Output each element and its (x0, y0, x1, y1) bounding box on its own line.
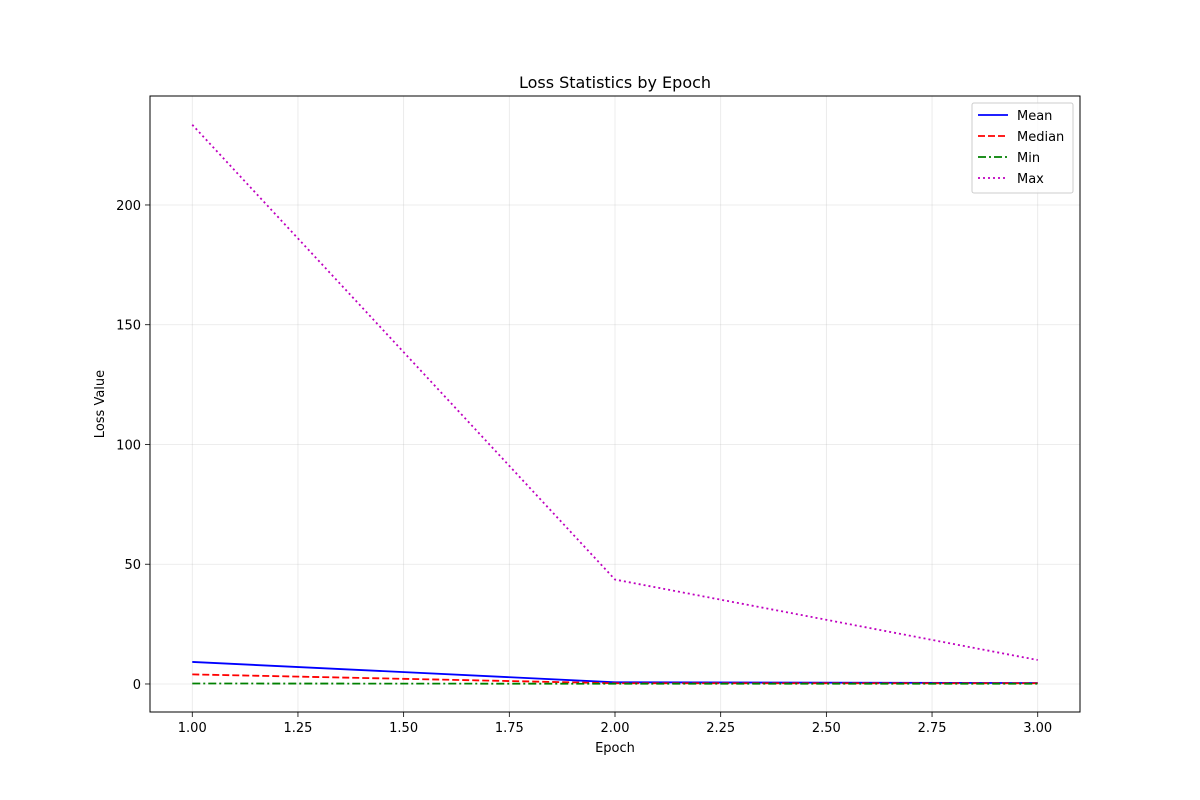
x-tick-label: 2.50 (812, 721, 841, 736)
legend-label: Mean (1017, 109, 1052, 124)
legend-box (971, 102, 1074, 194)
x-tick-label: 1.50 (389, 721, 418, 736)
x-tick-label: 2.25 (706, 721, 735, 736)
y-tick-label: 100 (116, 438, 141, 453)
x-axis-ticks: 1.00 1.25 1.50 1.75 2.00 2.25 2.50 2.75 3.00 (178, 712, 1052, 736)
y-tick-label: 0 (133, 678, 141, 693)
series-line-max (191, 124, 1038, 661)
y-tick-label: 50 (124, 558, 141, 573)
series-lines (191, 124, 1038, 685)
y-tick-label: 200 (116, 199, 141, 214)
x-axis-label: Epoch (595, 741, 635, 756)
legend-label: Median (1017, 130, 1064, 145)
x-tick-label: 1.00 (178, 721, 207, 736)
legend-label: Max (1017, 172, 1044, 187)
x-tick-label: 3.00 (1023, 721, 1052, 736)
y-axis-label: Loss Value (93, 370, 108, 438)
x-tick-label: 1.25 (283, 721, 312, 736)
chart-title: Loss Statistics by Epoch (519, 73, 711, 92)
x-tick-label: 1.75 (495, 721, 524, 736)
x-tick-label: 2.75 (918, 721, 947, 736)
x-tick-label: 2.00 (601, 721, 630, 736)
legend-label: Min (1017, 151, 1040, 166)
y-tick-label: 150 (116, 319, 141, 334)
legend: Mean Median Min Max (971, 102, 1074, 194)
y-axis-ticks: 0 50 100 150 200 (116, 199, 150, 693)
